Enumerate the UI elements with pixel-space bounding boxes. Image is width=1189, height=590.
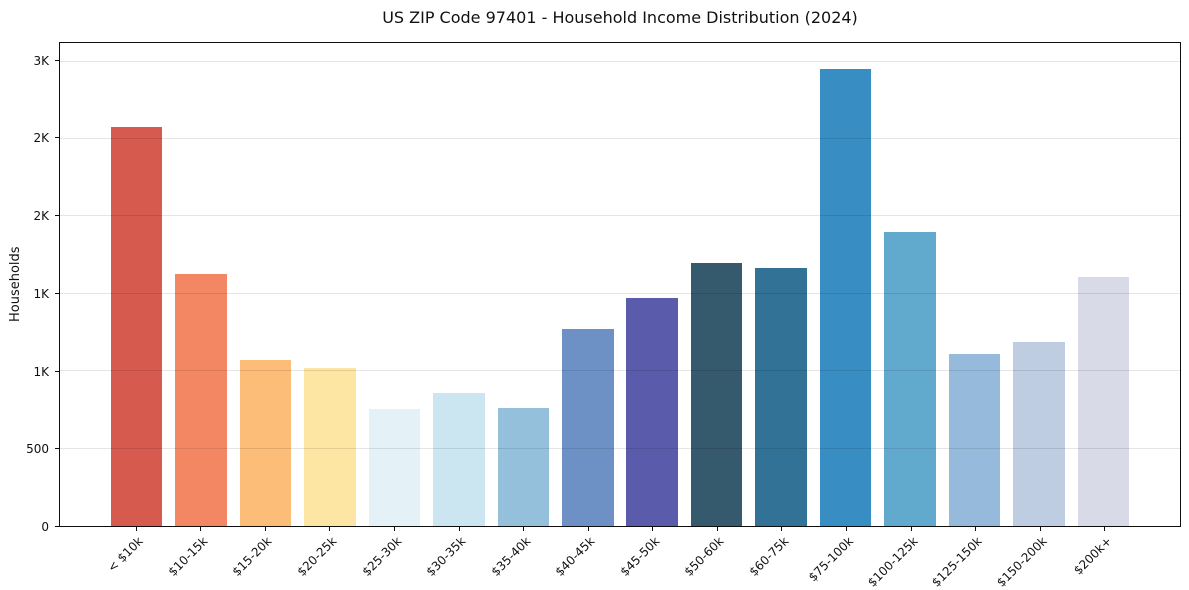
bar-$200k+ bbox=[1077, 276, 1130, 526]
gridline-500 bbox=[60, 447, 1180, 449]
x-axis-ticks: < $10k $10-15k $15-20k $20-25k $25-30k $30-35… bbox=[59, 527, 1181, 590]
x-tick-mark bbox=[716, 527, 718, 531]
bar-$15-20k bbox=[239, 359, 292, 526]
gridline-2500 bbox=[60, 137, 1180, 139]
y-tick-mark bbox=[55, 137, 59, 139]
x-tick-mark bbox=[652, 527, 654, 531]
x-tick-mark bbox=[845, 527, 847, 531]
x-tick-mark bbox=[910, 527, 912, 531]
x-tick-label: $30-35k bbox=[423, 534, 469, 579]
plot-area bbox=[59, 42, 1181, 527]
x-tick-mark bbox=[975, 527, 977, 531]
y-tick-label: 2K bbox=[33, 131, 49, 146]
x-tick-mark bbox=[135, 527, 137, 531]
x-tick-label: $10-15k bbox=[165, 534, 211, 579]
bar-$35-40k bbox=[497, 408, 550, 526]
bar-$60-75k bbox=[755, 268, 807, 526]
bar-$25-30k bbox=[368, 409, 421, 526]
x-tick-label: $35-40k bbox=[488, 534, 534, 579]
bar-$45-50k bbox=[626, 298, 678, 526]
x-tick-mark bbox=[781, 527, 783, 531]
y-tick-mark bbox=[55, 59, 59, 61]
y-tick-mark bbox=[55, 370, 59, 372]
bar-$125-150k bbox=[948, 354, 1001, 526]
x-tick-mark bbox=[200, 527, 202, 531]
x-tick-label: $15-20k bbox=[229, 534, 275, 579]
x-tick-label: $125-150k bbox=[929, 534, 985, 590]
y-tick-label: 500 bbox=[26, 442, 49, 457]
x-tick-mark bbox=[1039, 527, 1041, 531]
x-tick-mark bbox=[523, 527, 525, 531]
x-tick-mark bbox=[1104, 527, 1106, 531]
bar-< $10k bbox=[110, 126, 163, 526]
chart-title: US ZIP Code 97401 - Household Income Dis… bbox=[382, 8, 858, 27]
y-tick-label: 0 bbox=[41, 520, 49, 534]
y-tick-mark bbox=[55, 215, 59, 217]
x-tick-label: $150-200k bbox=[993, 534, 1050, 590]
x-tick-mark bbox=[264, 527, 266, 531]
gridline-3000 bbox=[60, 60, 1180, 62]
bar-$50-60k bbox=[690, 262, 743, 526]
x-tick-label: $100-125k bbox=[864, 534, 921, 590]
y-tick-mark bbox=[55, 526, 59, 527]
bar-$100-125k bbox=[884, 231, 936, 526]
bar-$30-35k bbox=[433, 392, 485, 526]
y-tick-mark bbox=[55, 448, 59, 450]
x-tick-mark bbox=[329, 527, 331, 531]
bar-$75-100k bbox=[819, 69, 872, 526]
x-tick-label: $20-25k bbox=[294, 534, 340, 579]
x-tick-mark bbox=[587, 527, 589, 531]
y-tick-label: 2K bbox=[33, 209, 49, 224]
x-tick-label: $50-60k bbox=[681, 534, 727, 579]
x-tick-label: $60-75k bbox=[746, 534, 792, 579]
bar-$20-25k bbox=[304, 368, 356, 526]
x-tick-mark bbox=[394, 527, 396, 531]
gridline-2000 bbox=[60, 215, 1180, 217]
y-tick-label: 1K bbox=[33, 364, 49, 379]
x-tick-label: $75-100k bbox=[805, 534, 856, 585]
gridline-1000 bbox=[60, 370, 1180, 372]
gridline-1500 bbox=[60, 292, 1180, 294]
y-axis-ticks: 0 500 1K 1K 2K 2K 3K bbox=[0, 42, 59, 534]
x-tick-label: $25-30k bbox=[359, 534, 404, 579]
bar-$150-200k bbox=[1013, 341, 1065, 526]
bar-$10-15k bbox=[175, 273, 227, 526]
y-tick-label: 3K bbox=[33, 53, 49, 68]
x-tick-label: $200k+ bbox=[1070, 534, 1115, 578]
bar-$40-45k bbox=[562, 328, 614, 526]
y-tick-mark bbox=[55, 292, 59, 294]
x-tick-label: $40-45k bbox=[552, 534, 598, 579]
x-tick-label: < $10k bbox=[104, 534, 146, 575]
x-tick-mark bbox=[458, 527, 460, 531]
y-tick-label: 1K bbox=[33, 286, 49, 301]
x-tick-label: $45-50k bbox=[617, 534, 663, 579]
